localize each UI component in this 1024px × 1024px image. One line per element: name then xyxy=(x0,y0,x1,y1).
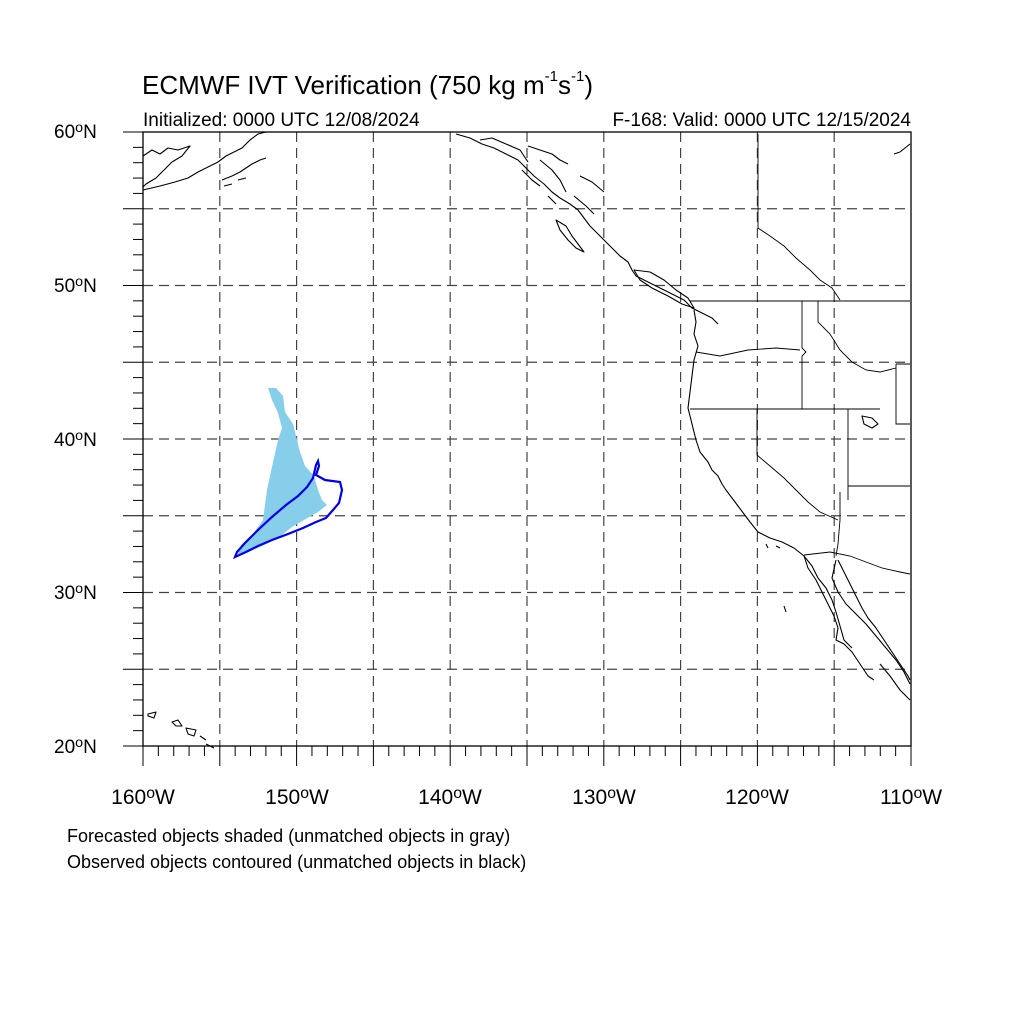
axis-ticks xyxy=(123,131,912,766)
lat-label-40: 40oN xyxy=(54,428,97,451)
lat-label-20: 20oN xyxy=(54,735,97,758)
lon-label-110w: 110oW xyxy=(879,785,943,809)
valid-time-label: F-168: Valid: 0000 UTC 12/15/2024 xyxy=(612,110,911,131)
chart-title: ECMWF IVT Verification (750 kg m-1s-1) xyxy=(142,68,593,100)
lat-label-60: 60oN xyxy=(54,120,97,143)
lat-label-50: 50oN xyxy=(54,274,97,297)
lon-label-160w: 160oW xyxy=(111,785,175,809)
lat-label-30: 30oN xyxy=(54,581,97,604)
lon-label-150w: 150oW xyxy=(265,785,329,809)
political-borders xyxy=(690,134,911,575)
legend-note-forecast: Forecasted objects shaded (unmatched obj… xyxy=(67,826,511,846)
initialized-label: Initialized: 0000 UTC 12/08/2024 xyxy=(143,110,420,131)
forecast-object xyxy=(238,388,327,554)
legend-note-observed: Observed objects contoured (unmatched ob… xyxy=(67,852,527,872)
lon-label-140w: 140oW xyxy=(418,785,482,809)
graticule xyxy=(143,132,911,746)
coastlines xyxy=(142,131,911,749)
observed-object-contour xyxy=(232,457,344,560)
lon-label-130w: 130oW xyxy=(572,785,636,809)
plot-frame xyxy=(142,131,912,747)
lon-label-120w: 120oW xyxy=(725,785,789,809)
